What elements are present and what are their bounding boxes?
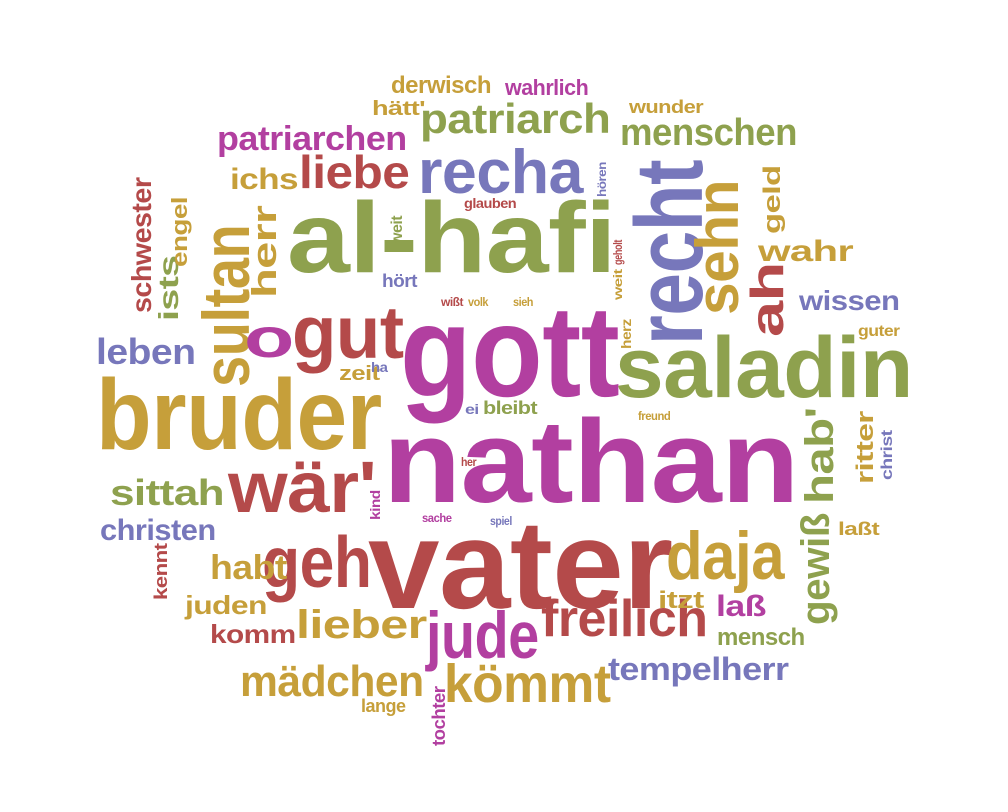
word-wahrlich: wahrlich	[505, 75, 589, 100]
word-al-hafi: al-hafi	[287, 182, 617, 294]
word-wißt: wißt	[441, 295, 464, 309]
word-zeit: zeit	[339, 363, 380, 385]
word-christen: christen	[100, 514, 216, 547]
word-saladin: saladin	[615, 320, 913, 416]
word-laßt: laßt	[838, 519, 880, 539]
word-ritter: ritter	[852, 411, 879, 484]
word-her: her	[461, 455, 477, 469]
word-geld: geld	[759, 165, 786, 234]
word-jude: jude	[426, 598, 539, 672]
word-hätt: hätt'	[372, 98, 426, 120]
word-schwester: schwester	[126, 177, 157, 313]
word-glauben: glauben	[464, 195, 517, 211]
word-hört: hört	[382, 271, 418, 291]
word-herz: herz	[618, 319, 634, 349]
word-sieh: sieh	[513, 295, 534, 309]
word-guter: guter	[858, 323, 900, 340]
word-gewiß: gewiß	[794, 513, 838, 625]
word-freund: freund	[638, 409, 671, 423]
word-gott: gott	[400, 278, 620, 424]
word-leben: leben	[96, 331, 196, 372]
word-laß: laß	[716, 590, 766, 623]
word-weit: weit	[389, 215, 406, 245]
word-geholt: geholt	[611, 240, 625, 265]
word-wunder: wunder	[629, 97, 704, 117]
word-lange: lange	[361, 696, 406, 716]
word-nathan: nathan	[383, 396, 799, 528]
word-ha: ha	[371, 359, 388, 375]
word-liebe: liebe	[299, 146, 410, 198]
word-hören: hören	[595, 162, 609, 197]
word-mensch: mensch	[717, 624, 805, 651]
word-weit: weit	[611, 269, 625, 300]
word-tochter: tochter	[429, 686, 449, 746]
word-ei: ei	[465, 401, 479, 417]
word-habt: habt	[210, 549, 287, 587]
word-freilich: freilich	[541, 590, 708, 648]
word-geh: geh	[262, 523, 372, 603]
word-wissen: wissen	[799, 285, 900, 316]
word-spiel: spiel	[490, 514, 512, 528]
word-derwisch: derwisch	[391, 72, 492, 99]
word-kennt: kennt	[151, 543, 171, 600]
word-sehn: sehn	[684, 179, 751, 315]
word-itzt: itzt	[658, 587, 704, 614]
word-daja: daja	[666, 518, 785, 594]
word-bleibt: bleibt	[483, 398, 538, 418]
word-wär: wär'	[228, 448, 377, 528]
word-wahr: wahr	[758, 235, 854, 268]
word-lieber: lieber	[296, 603, 427, 647]
word-sache: sache	[422, 511, 452, 525]
word-sittah: sittah	[110, 472, 225, 513]
word-ah: ah	[741, 262, 793, 337]
word-herr: herr	[246, 205, 284, 298]
word-patriarch: patriarch	[420, 95, 611, 142]
word-patriarchen: patriarchen	[217, 120, 407, 158]
word-mädchen: mädchen	[240, 657, 424, 706]
word-menschen: menschen	[620, 112, 797, 154]
word-komm: komm	[210, 619, 296, 649]
word-hab: hab'	[798, 407, 842, 504]
word-kind: kind	[367, 490, 383, 520]
word-kömmt: kömmt	[444, 654, 611, 714]
word-o: o	[244, 306, 294, 369]
word-ichs: ichs	[230, 163, 299, 196]
word-bruder: bruder	[96, 359, 382, 471]
word-engel: engel	[167, 197, 192, 267]
word-gut: gut	[292, 291, 404, 374]
word-christ: christ	[879, 430, 896, 480]
word-tempelherr: tempelherr	[608, 651, 789, 687]
word-juden: juden	[185, 590, 267, 620]
word-volk: volk	[468, 295, 489, 309]
word-vater: vater	[368, 494, 673, 635]
word-recha: recha	[418, 138, 583, 207]
